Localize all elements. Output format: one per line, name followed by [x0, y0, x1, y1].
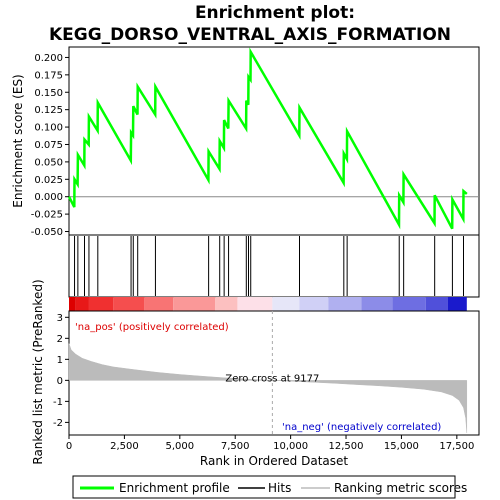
es-y-tick-label: 0.150	[34, 88, 63, 99]
x-tick-label: 7,500	[221, 441, 250, 452]
ranked-y-tick-label: 0	[57, 376, 63, 387]
legend-ranking-label: Ranking metric scores	[334, 481, 467, 495]
legend: Enrichment profile Hits Ranking metric s…	[72, 475, 467, 499]
pos-correlated-label: 'na_pos' (positively correlated)	[75, 322, 229, 333]
es-y-tick-label: 0.100	[34, 123, 63, 134]
colorbar-segment	[69, 297, 76, 311]
es-y-axis-label: Enrichment score (ES)	[11, 74, 25, 207]
es-y-tick-label: 0.050	[34, 157, 63, 168]
x-tick-label: 0	[66, 441, 72, 452]
zero-cross-label: Zero cross at 9177	[225, 373, 319, 384]
ranked-y-tick-label: 1	[57, 355, 63, 366]
x-tick-label: 10,000	[273, 441, 308, 452]
x-tick-label: 12,500	[329, 441, 364, 452]
es-plot-area	[68, 46, 480, 236]
es-y-tick-label: 0.200	[34, 53, 63, 64]
colorbar-segment	[215, 297, 238, 311]
ranking-metric-area	[68, 343, 468, 433]
colorbar-segment	[237, 297, 273, 311]
chart-title-line2: KEGG_DORSO_VENTRAL_AXIS_FORMATION	[49, 25, 451, 45]
colorbar-segment	[75, 297, 89, 311]
colorbar-segment	[144, 297, 174, 311]
es-y-tick-label: -0.050	[31, 227, 63, 238]
hits-panel	[68, 234, 480, 298]
ranked-y-axis-label: Ranked list metric (PreRanked)	[31, 279, 45, 464]
ranked-y-ticks: 3 2 1 0 -1 -2	[53, 313, 69, 429]
colorbar-segment	[447, 297, 467, 311]
es-y-ticks: 0.200 0.175 0.150 0.125 0.100 0.075 0.050 0.025…	[31, 53, 69, 238]
ranked-y-tick-label: -1	[53, 397, 63, 408]
es-y-tick-label: 0.075	[34, 140, 63, 151]
legend-box	[72, 475, 456, 499]
colorbar-segment	[299, 297, 329, 311]
x-axis-label: Rank in Ordered Dataset	[200, 454, 348, 468]
ranking-colorbar	[69, 297, 467, 311]
legend-enrichment-label: Enrichment profile	[119, 481, 230, 495]
es-y-tick-label: 0.025	[34, 175, 63, 186]
x-tick-label: 2,500	[110, 441, 139, 452]
colorbar-segment	[272, 297, 300, 311]
x-ticks: 0 2,500 5,000 7,500 10,000 12,500 15,000 17,500	[66, 435, 474, 452]
chart-title-line1: Enrichment plot:	[195, 3, 355, 23]
legend-hits-label: Hits	[268, 481, 291, 495]
x-tick-label: 5,000	[165, 441, 194, 452]
hits-plot-area	[68, 234, 480, 298]
ranked-y-tick-label: 3	[57, 313, 63, 324]
es-y-tick-label: 0.000	[34, 192, 63, 203]
colorbar-segment	[88, 297, 114, 311]
ranked-y-tick-label: -2	[53, 418, 63, 429]
es-y-tick-label: 0.125	[34, 105, 63, 116]
colorbar-segment	[392, 297, 426, 311]
enrichment-profile-line	[67, 47, 468, 230]
colorbar-segment	[173, 297, 216, 311]
x-tick-label: 17,500	[439, 441, 474, 452]
hit-marks	[74, 236, 464, 296]
neg-correlated-label: 'na_neg' (negatively correlated)	[282, 422, 441, 433]
x-tick-label: 15,000	[384, 441, 419, 452]
colorbar-segment	[328, 297, 362, 311]
colorbar-segment	[113, 297, 145, 311]
es-panel: 0.200 0.175 0.150 0.125 0.100 0.075 0.050 0.025…	[11, 46, 480, 238]
es-y-tick-label: 0.175	[34, 70, 63, 81]
es-y-tick-label: -0.025	[31, 210, 63, 221]
ranked-panel: 3 2 1 0 -1 -2 Zero cross at 9177 'na_pos' (po…	[31, 279, 480, 465]
colorbar-segment	[425, 297, 448, 311]
ranked-y-tick-label: 2	[57, 334, 63, 345]
colorbar-segment	[361, 297, 393, 311]
